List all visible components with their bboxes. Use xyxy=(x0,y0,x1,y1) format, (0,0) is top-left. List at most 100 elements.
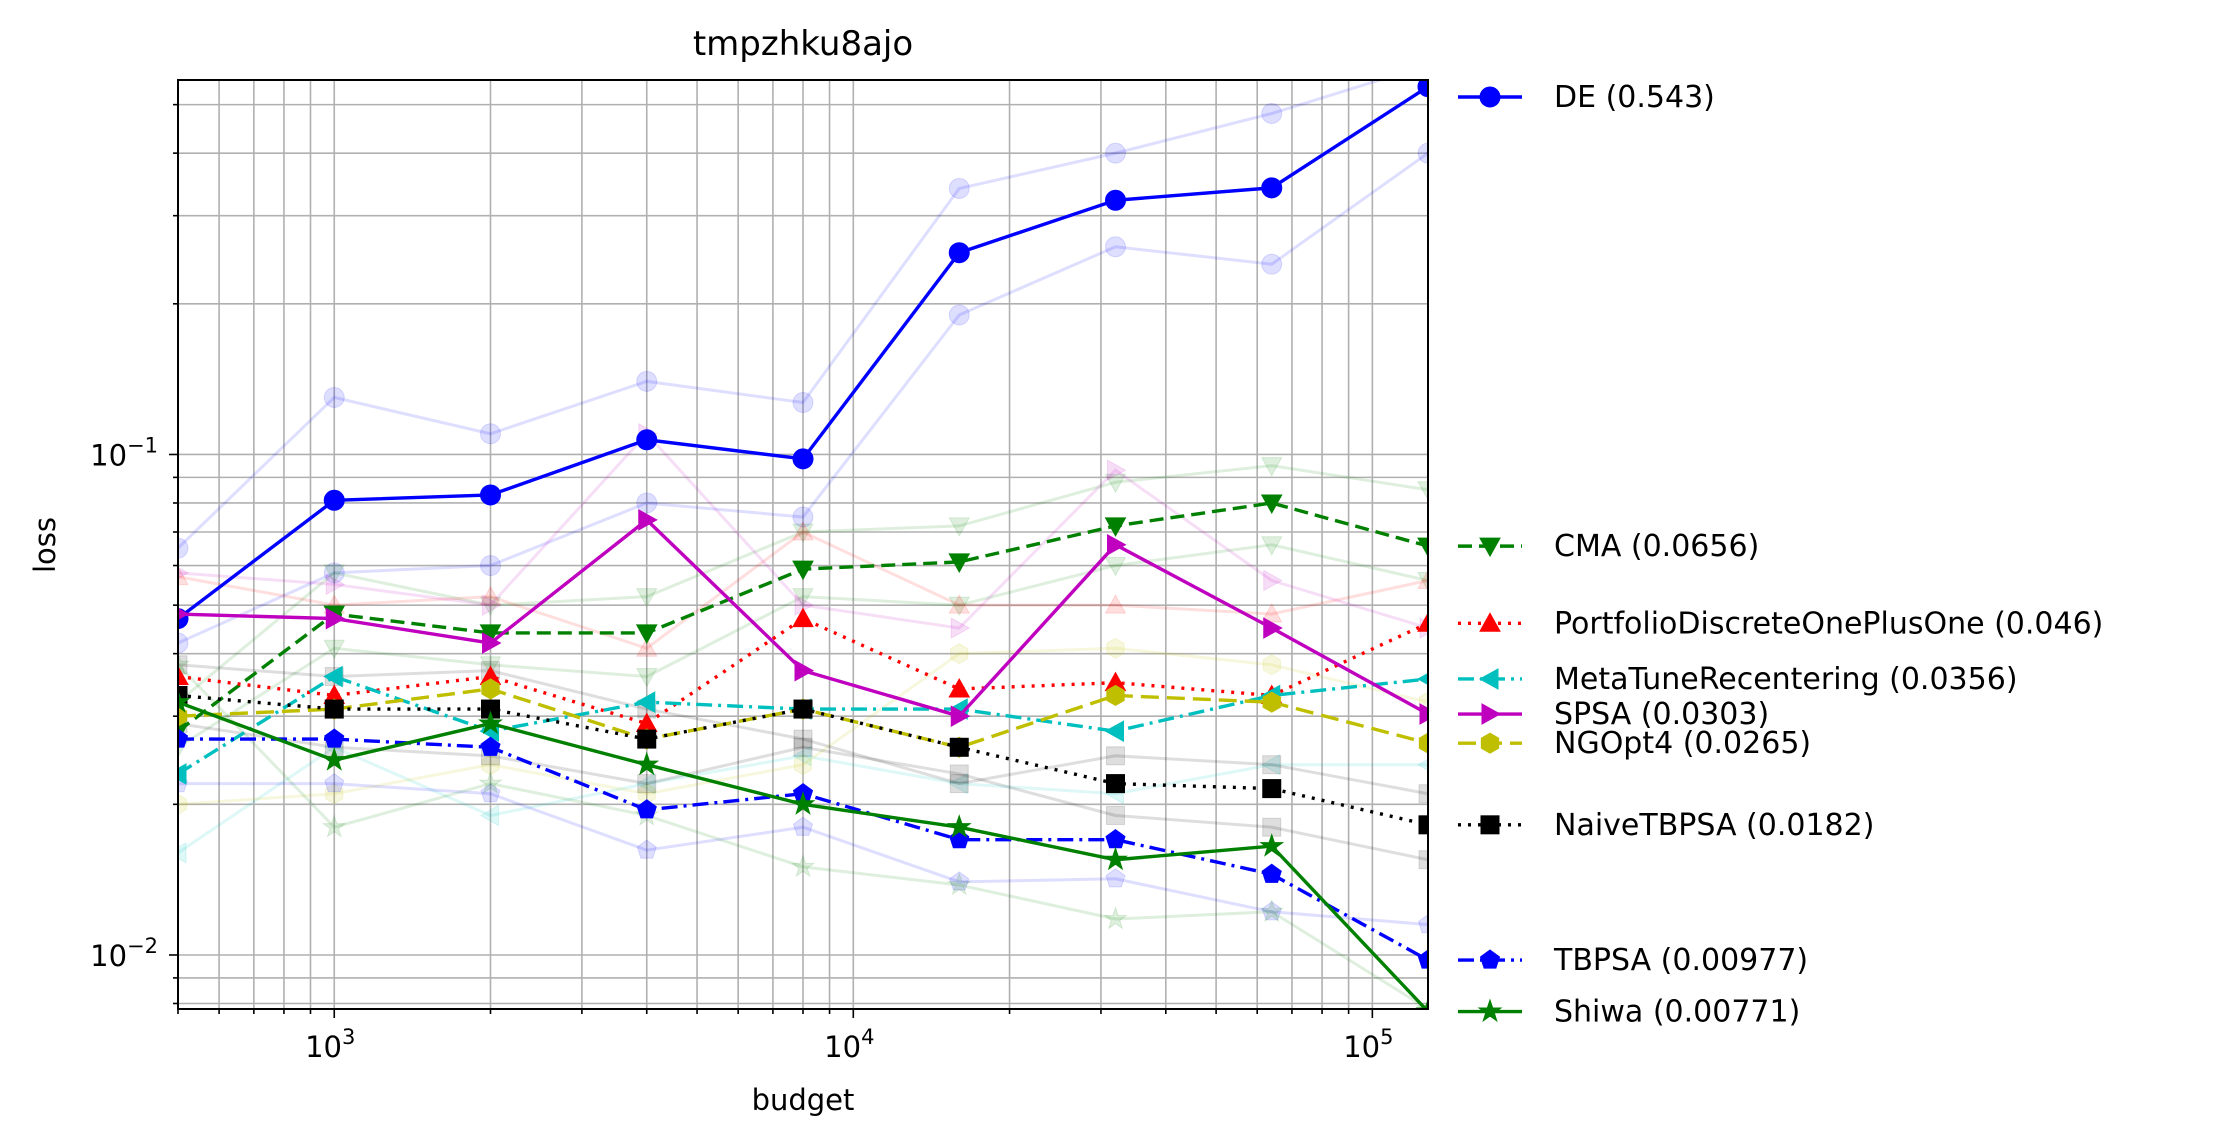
faint-point xyxy=(481,754,500,776)
data-point xyxy=(637,729,657,749)
data-point xyxy=(794,659,815,682)
data-point xyxy=(636,429,658,451)
data-point xyxy=(635,624,658,644)
faint-point xyxy=(1418,55,1438,75)
data-point xyxy=(1261,177,1283,199)
faint-point xyxy=(948,772,968,795)
faint-point xyxy=(949,774,969,794)
faint-point xyxy=(946,871,972,896)
faint-point xyxy=(1261,901,1282,921)
legend: DE (0.543) CMA (0.0656) PortfolioDiscreteO… xyxy=(1458,80,2103,1030)
faint-series-line xyxy=(178,782,1428,927)
legend-item: SPSA (0.0303) xyxy=(1458,697,1769,732)
series-0 xyxy=(178,80,1428,630)
faint-point xyxy=(792,506,814,528)
faint-point xyxy=(178,841,187,864)
data-point xyxy=(949,829,970,849)
faint-point xyxy=(793,729,813,749)
legend-item: Shiwa (0.00771) xyxy=(1458,995,1800,1030)
faint-point xyxy=(178,655,188,675)
data-point xyxy=(948,553,971,573)
data-point xyxy=(1417,949,1428,969)
faint-point xyxy=(1263,569,1283,592)
y-tick-label: 10−2 xyxy=(90,934,158,973)
data-point xyxy=(480,736,501,756)
legend-label: Shiwa (0.00771) xyxy=(1554,995,1800,1030)
data-point xyxy=(1417,537,1428,558)
faint-point xyxy=(178,793,188,815)
legend-item: CMA (0.0656) xyxy=(1458,529,1759,564)
faint-point xyxy=(1262,654,1281,676)
faint-point xyxy=(325,783,344,805)
faint-point xyxy=(1105,236,1126,258)
data-point xyxy=(1419,703,1428,725)
data-point xyxy=(793,699,813,719)
faint-point xyxy=(1259,898,1285,923)
faint-series-line xyxy=(178,80,1385,550)
faint-point xyxy=(178,537,189,559)
faint-point xyxy=(948,594,971,614)
faint-point xyxy=(793,737,813,757)
faint-point xyxy=(792,520,814,541)
data-point xyxy=(1262,779,1282,799)
data-point xyxy=(324,728,345,748)
faint-point xyxy=(323,564,346,584)
data-point xyxy=(948,677,971,698)
legend-marker xyxy=(1479,612,1501,632)
legend-label: NGOpt4 (0.0265) xyxy=(1554,726,1811,761)
faint-point xyxy=(1105,142,1126,164)
faint-point xyxy=(948,304,970,326)
faint-point xyxy=(790,853,816,878)
faint-point xyxy=(636,492,658,514)
faint-point xyxy=(1103,905,1128,930)
faint-point xyxy=(1261,253,1283,275)
data-point xyxy=(178,763,187,785)
legend-marker xyxy=(1479,949,1501,969)
legend-marker xyxy=(1479,537,1501,558)
data-point xyxy=(949,737,969,757)
data-point xyxy=(1261,863,1282,883)
data-point xyxy=(323,489,345,511)
grid-lines xyxy=(177,80,1428,1009)
data-point xyxy=(638,509,658,531)
series-6 xyxy=(178,685,1428,835)
faint-point xyxy=(791,744,812,767)
data-point xyxy=(321,747,347,771)
data-point xyxy=(1105,189,1126,211)
data-point xyxy=(1260,494,1283,515)
faint-point xyxy=(325,573,346,596)
faint-point xyxy=(482,594,502,616)
series-line xyxy=(178,737,1428,962)
data-point xyxy=(1263,617,1283,639)
faint-point xyxy=(324,772,345,793)
faint-point xyxy=(1417,913,1428,934)
faint-point xyxy=(479,804,499,827)
faint-point xyxy=(479,596,502,617)
data-point xyxy=(323,665,343,688)
faint-point xyxy=(792,523,814,544)
data-point xyxy=(1104,720,1124,743)
y-axis-label: loss xyxy=(28,517,62,573)
axis-ticks: 103 104 105 10−1 10−2 xyxy=(90,103,1393,1064)
faint-point xyxy=(1262,755,1282,775)
faint-point xyxy=(635,772,656,795)
legend-item: NaiveTBPSA (0.0182) xyxy=(1458,808,1874,843)
faint-series-line xyxy=(178,745,1428,855)
data-point xyxy=(634,751,660,776)
legend-marker xyxy=(1479,86,1501,108)
series-7 xyxy=(178,728,1428,969)
faint-point xyxy=(1417,142,1428,164)
data-point xyxy=(1106,684,1125,707)
faint-point xyxy=(636,839,657,859)
faint-point xyxy=(948,596,971,617)
faint-point xyxy=(1418,850,1428,870)
data-point xyxy=(325,607,346,630)
data-point xyxy=(1418,732,1428,754)
x-axis-label: budget xyxy=(752,1083,855,1117)
faint-point xyxy=(635,668,658,688)
data-point xyxy=(178,728,189,748)
series-8 xyxy=(178,689,1428,1009)
data-point xyxy=(950,705,971,728)
faint-point xyxy=(637,774,657,794)
